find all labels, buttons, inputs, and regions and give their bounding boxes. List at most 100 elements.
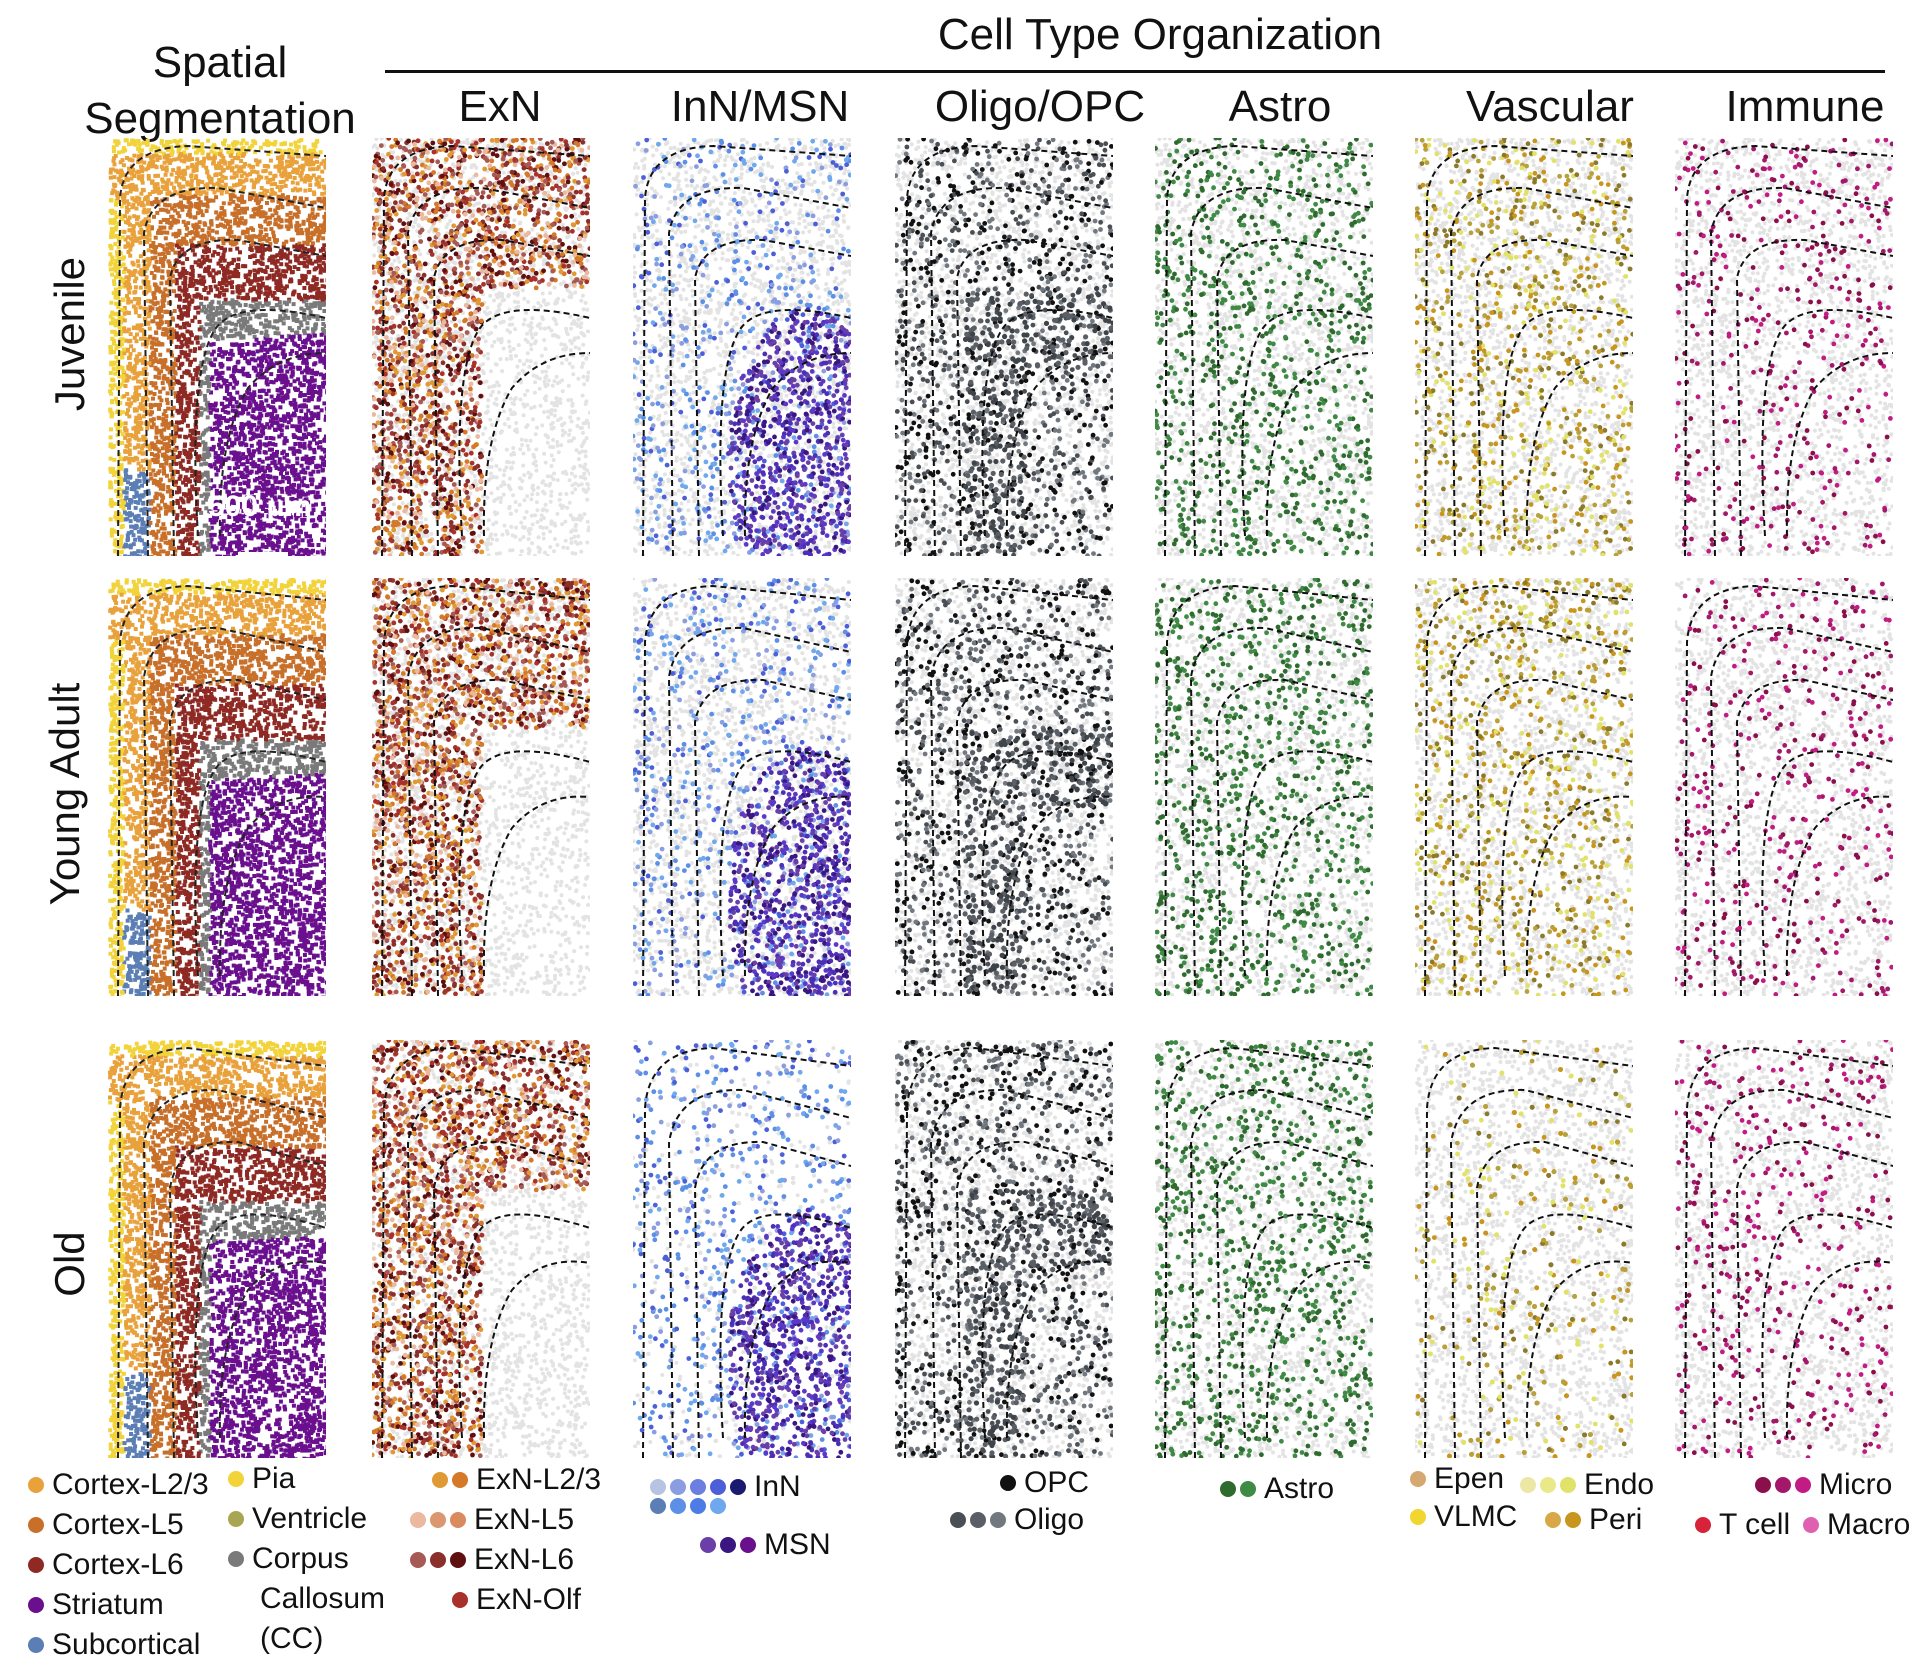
segmentation-legend-item: Corpus bbox=[228, 1542, 349, 1576]
legend-swatch bbox=[28, 1637, 44, 1653]
legend-label: Ventricle bbox=[252, 1502, 367, 1536]
cell-points bbox=[372, 138, 590, 556]
exn-legend-item: ExN-L5 bbox=[410, 1503, 574, 1537]
legend-swatch bbox=[410, 1552, 466, 1568]
legend-label: Cortex-L2/3 bbox=[52, 1468, 209, 1502]
segmentation-map bbox=[108, 1040, 326, 1458]
legend-swatch bbox=[228, 1471, 244, 1487]
cell-points bbox=[727, 307, 851, 556]
scale-bar-label: 500 μm bbox=[208, 490, 311, 524]
legend-swatch bbox=[700, 1537, 756, 1553]
legend-label: Astro bbox=[1264, 1472, 1334, 1506]
segmentation-legend-item: Subcortical bbox=[28, 1628, 200, 1662]
segmentation-legend-item: (CC) bbox=[252, 1622, 323, 1656]
spatial-header-line1: Spatial bbox=[140, 38, 300, 88]
legend-label: ExN-L5 bbox=[474, 1503, 574, 1537]
cell-type-panel bbox=[1155, 138, 1373, 556]
opc-legend-item: OPC bbox=[1000, 1466, 1089, 1500]
legend-label: MSN bbox=[764, 1528, 831, 1562]
vlmc-legend-item: VLMC bbox=[1410, 1500, 1517, 1534]
cell-type-panel bbox=[1675, 138, 1893, 556]
cell-points bbox=[1155, 578, 1373, 996]
legend-label: Corpus bbox=[252, 1542, 349, 1576]
legend-label: VLMC bbox=[1434, 1500, 1517, 1534]
col-header-exn: ExN bbox=[400, 82, 600, 132]
peri-legend-item: Peri bbox=[1545, 1503, 1642, 1537]
legend-swatch bbox=[1410, 1509, 1426, 1525]
legend-label: InN bbox=[754, 1470, 801, 1504]
legend-swatch bbox=[28, 1517, 44, 1533]
micro-legend-item: Micro bbox=[1755, 1468, 1892, 1502]
cell-points bbox=[1155, 138, 1373, 556]
cell-type-panel bbox=[1675, 1040, 1893, 1458]
cell-type-panel bbox=[1155, 1040, 1373, 1458]
epen-legend-item: Epen bbox=[1410, 1462, 1504, 1496]
row-label-old: Old bbox=[46, 1044, 94, 1484]
row-label-young-adult: Young Adult bbox=[41, 574, 89, 1014]
cell-type-panel bbox=[1415, 1040, 1633, 1458]
legend-label: Pia bbox=[252, 1462, 295, 1496]
legend-swatch bbox=[228, 1511, 244, 1527]
legend-label: ExN-L6 bbox=[474, 1543, 574, 1577]
legend-label: Peri bbox=[1589, 1503, 1642, 1537]
exn-legend-item: ExN-L2/3 bbox=[432, 1463, 601, 1497]
col-header-inn: InN/MSN bbox=[650, 82, 870, 132]
legend-swatch bbox=[28, 1597, 44, 1613]
col-header-oligo: Oligo/OPC bbox=[920, 82, 1160, 132]
exn-legend-item: ExN-L6 bbox=[410, 1543, 574, 1577]
cell-type-panel bbox=[372, 138, 590, 556]
astro-legend-item: Astro bbox=[1220, 1472, 1334, 1506]
legend-swatch bbox=[1000, 1475, 1016, 1491]
msn-legend-item: MSN bbox=[700, 1528, 831, 1562]
legend-label: Endo bbox=[1584, 1468, 1654, 1502]
segmentation-map bbox=[108, 578, 326, 996]
legend-swatch bbox=[410, 1512, 466, 1528]
exn-legend-item: ExN-Olf bbox=[452, 1583, 581, 1617]
inn-legend-item-extra bbox=[650, 1498, 734, 1514]
legend-swatch bbox=[1695, 1517, 1711, 1533]
legend-label: Cortex-L5 bbox=[52, 1508, 184, 1542]
segmentation-legend-item: Cortex-L6 bbox=[28, 1548, 184, 1582]
cell-points bbox=[1415, 578, 1633, 996]
legend-label: Cortex-L6 bbox=[52, 1548, 184, 1582]
segmentation-legend-item: Striatum bbox=[28, 1588, 164, 1622]
legend-swatch bbox=[1755, 1477, 1811, 1493]
legend-swatch bbox=[28, 1477, 44, 1493]
legend-label: Micro bbox=[1819, 1468, 1892, 1502]
legend-swatch bbox=[650, 1479, 746, 1495]
cell-type-panel bbox=[633, 1040, 851, 1458]
oligo-legend-item: Oligo bbox=[950, 1503, 1084, 1537]
cell-type-panel bbox=[895, 1040, 1113, 1458]
legend-label: T cell bbox=[1719, 1508, 1790, 1542]
legend-swatch bbox=[1220, 1481, 1256, 1497]
cell-type-panel bbox=[633, 138, 851, 556]
legend-label: Epen bbox=[1434, 1462, 1504, 1496]
legend-swatch bbox=[1803, 1517, 1819, 1533]
legend-label: Subcortical bbox=[52, 1628, 200, 1662]
legend-swatch bbox=[650, 1498, 726, 1514]
legend-label: Callosum bbox=[260, 1582, 385, 1616]
col-header-vascular: Vascular bbox=[1440, 82, 1660, 132]
legend-swatch bbox=[452, 1592, 468, 1608]
legend-swatch bbox=[28, 1557, 44, 1573]
cell-type-panel bbox=[895, 578, 1113, 996]
segmentation-legend-item: Cortex-L2/3 bbox=[28, 1468, 209, 1502]
macro-legend-item: Macro bbox=[1803, 1508, 1910, 1542]
cell-type-panel bbox=[633, 578, 851, 996]
cell-type-panel bbox=[895, 138, 1113, 556]
cell-type-panel bbox=[1415, 138, 1633, 556]
legend-swatch bbox=[228, 1551, 244, 1567]
col-header-astro: Astro bbox=[1180, 82, 1380, 132]
tcell-legend-item: T cell bbox=[1695, 1508, 1790, 1542]
cell-type-panel bbox=[1155, 578, 1373, 996]
segmentation-panel bbox=[108, 1040, 326, 1458]
legend-swatch bbox=[1545, 1512, 1581, 1528]
endo-legend-item: Endo bbox=[1520, 1468, 1654, 1502]
legend-swatch bbox=[1410, 1471, 1426, 1487]
scale-bar-line bbox=[238, 552, 288, 558]
cell-points bbox=[728, 1208, 851, 1458]
legend-label: (CC) bbox=[260, 1622, 323, 1656]
segmentation-legend-item: Callosum bbox=[252, 1582, 385, 1616]
cell-points bbox=[1415, 1040, 1633, 1458]
